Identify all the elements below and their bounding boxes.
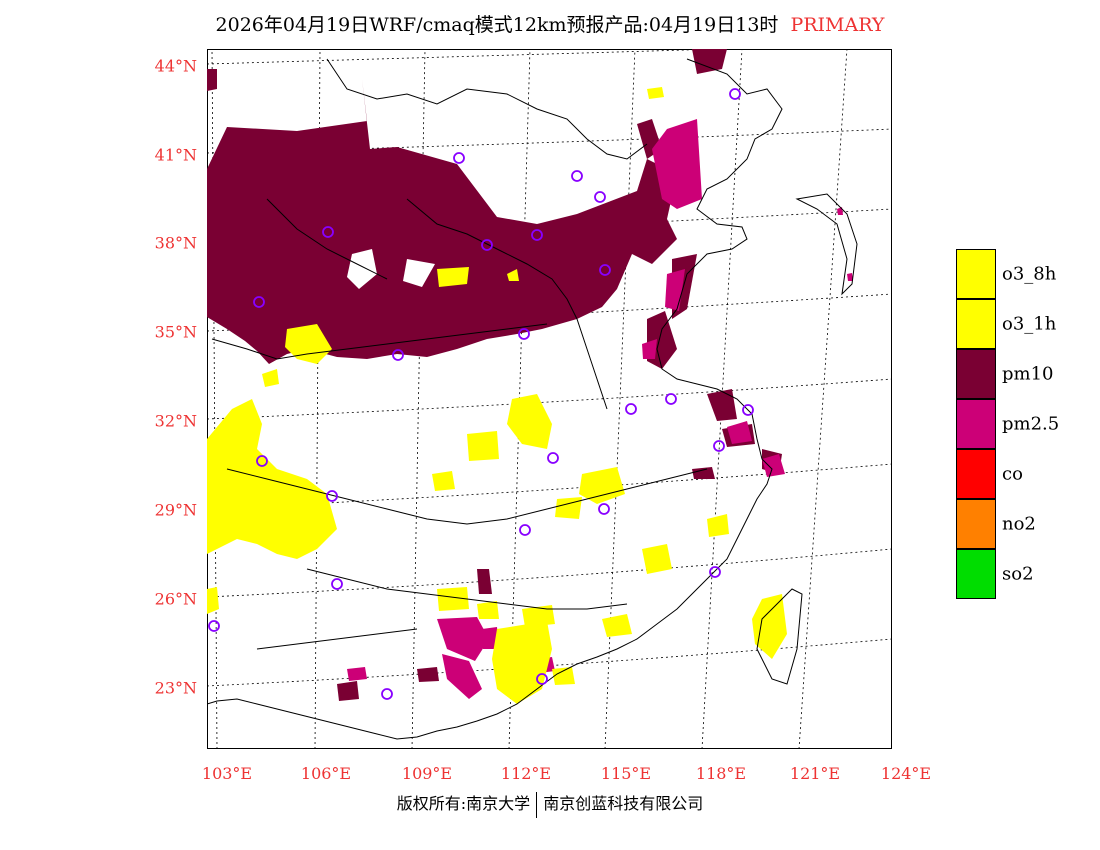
- lat-label-38: 38°N: [154, 233, 197, 253]
- lat-label-35: 35°N: [154, 322, 197, 342]
- legend-swatch-o3-8h: [956, 249, 996, 299]
- boundaries: [207, 58, 858, 740]
- legend-swatch-so2: [956, 549, 996, 599]
- lon-label-112: 112°E: [500, 764, 552, 783]
- copyright-owner: 版权所有:南京大学: [396, 794, 531, 813]
- footer-separator: [536, 791, 538, 818]
- lat-label-23: 23°N: [154, 678, 197, 698]
- legend-swatch-pm10: [956, 349, 996, 399]
- lon-label-118: 118°E: [695, 764, 747, 783]
- legend-item-pm10: pm10: [956, 349, 1096, 399]
- lat-label-29: 29°N: [154, 500, 197, 520]
- legend-swatch-o3-1h: [956, 299, 996, 349]
- lat-label-32: 32°N: [154, 411, 197, 431]
- legend-item-no2: no2: [956, 499, 1096, 549]
- lat-label-44: 44°N: [154, 56, 197, 76]
- title-tag: PRIMARY: [790, 14, 885, 36]
- stations: [208, 88, 754, 700]
- lon-label-103: 103°E: [201, 764, 253, 783]
- legend-label-no2: no2: [1002, 513, 1036, 535]
- legend-item-o3-1h: o3_1h: [956, 299, 1096, 349]
- lat-label-41: 41°N: [154, 145, 197, 165]
- o3-region: [207, 87, 787, 704]
- legend-label-o3-8h: o3_8h: [1002, 263, 1057, 285]
- copyright-footer: 版权所有:南京大学 南京创蓝科技有限公司: [0, 790, 1100, 818]
- legend-swatch-no2: [956, 499, 996, 549]
- lon-label-106: 106°E: [300, 764, 352, 783]
- legend: o3_8h o3_1h pm10 pm2.5 co no2 so2: [956, 249, 1096, 599]
- legend-label-pm25: pm2.5: [1002, 413, 1060, 435]
- map-title: 2026年04月19日WRF/cmaq模式12km预报产品:04月19日13时 P…: [0, 10, 1100, 37]
- lat-label-26: 26°N: [154, 589, 197, 609]
- legend-item-o3-8h: o3_8h: [956, 249, 1096, 299]
- pm10-region: [207, 49, 782, 701]
- legend-label-pm10: pm10: [1002, 363, 1054, 385]
- lon-label-124: 124°E: [880, 764, 932, 783]
- legend-item-so2: so2: [956, 549, 1096, 599]
- legend-label-co: co: [1002, 463, 1023, 485]
- legend-swatch-pm25: [956, 399, 996, 449]
- legend-label-so2: so2: [1002, 563, 1034, 585]
- lon-label-109: 109°E: [401, 764, 453, 783]
- legend-item-co: co: [956, 449, 1096, 499]
- lon-label-121: 121°E: [789, 764, 841, 783]
- legend-swatch-co: [956, 449, 996, 499]
- title-text: 2026年04月19日WRF/cmaq模式12km预报产品:04月19日13时: [215, 14, 779, 36]
- map-canvas[interactable]: [207, 49, 892, 749]
- legend-label-o3-1h: o3_1h: [1002, 313, 1057, 335]
- lon-label-115: 115°E: [600, 764, 652, 783]
- copyright-company: 南京创蓝科技有限公司: [543, 794, 704, 813]
- legend-item-pm25: pm2.5: [956, 399, 1096, 449]
